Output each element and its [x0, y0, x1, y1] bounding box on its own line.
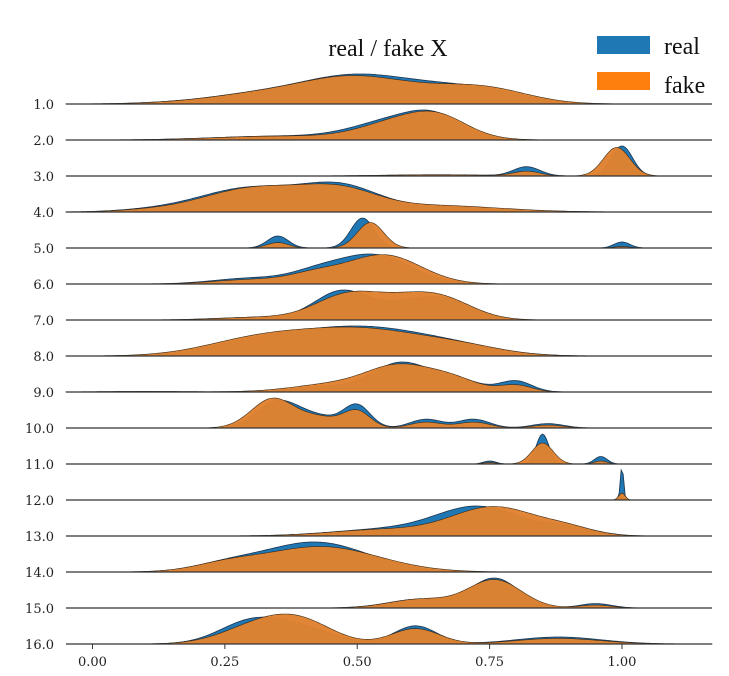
ridge-row — [66, 289, 712, 321]
series-fake-area — [66, 397, 712, 429]
ridge-row — [66, 433, 712, 465]
series-fake-area — [66, 506, 712, 537]
series-real-area — [66, 433, 712, 465]
ridge-rows — [65, 73, 713, 645]
ridge-row — [66, 613, 713, 645]
series-fake-area — [65, 326, 712, 357]
ridge-row — [66, 505, 712, 537]
series-fake-area — [66, 613, 713, 645]
series-fake-area — [66, 442, 712, 465]
ridge-row — [66, 145, 712, 177]
row-label: 5.0 — [33, 242, 54, 257]
series-fake-area — [65, 110, 712, 141]
series-fake-area — [66, 579, 712, 609]
legend-label-fake: fake — [664, 73, 705, 99]
row-label: 9.0 — [33, 386, 54, 401]
series-fake-area — [66, 290, 712, 321]
x-tick-label: 0.75 — [475, 655, 504, 670]
ridge-row — [66, 217, 712, 249]
row-label: 13.0 — [25, 530, 54, 545]
series-fake-area — [66, 147, 712, 177]
row-label: 8.0 — [33, 350, 54, 365]
chart-title: real / fake X — [328, 36, 447, 62]
x-tick-label: 0.25 — [210, 655, 239, 670]
row-label: 6.0 — [33, 278, 54, 293]
x-axis: 0.00 0.25 0.50 0.75 1.00 — [78, 644, 636, 670]
series-fake-area — [66, 546, 712, 573]
ridge-row — [65, 361, 712, 393]
x-tick-label: 0.50 — [343, 655, 372, 670]
row-label: 12.0 — [25, 494, 54, 509]
series-real-area — [66, 468, 712, 501]
ridge-row — [65, 73, 712, 105]
x-tick-label: 1.00 — [608, 655, 637, 670]
row-labels: 1.0 2.0 3.0 4.0 5.0 6.0 7.0 8.0 9.0 10.0 11.0 12.0 1… — [25, 98, 54, 653]
row-label: 1.0 — [33, 98, 54, 113]
legend: real fake — [597, 34, 705, 99]
ridge-row — [66, 541, 712, 573]
row-label: 14.0 — [25, 566, 54, 581]
series-fake-area — [66, 493, 712, 501]
series-fake-area — [66, 254, 712, 285]
ridge-row — [65, 325, 712, 357]
legend-swatch-fake — [597, 72, 650, 90]
row-label: 16.0 — [25, 638, 54, 653]
row-label: 10.0 — [25, 422, 54, 437]
ridge-row — [65, 109, 712, 141]
row-label: 3.0 — [33, 170, 54, 185]
series-fake-area — [65, 363, 712, 393]
row-label: 4.0 — [33, 206, 54, 221]
ridge-row — [66, 397, 712, 429]
row-label: 15.0 — [25, 602, 54, 617]
series-real-area — [66, 399, 712, 429]
ridge-row — [65, 181, 712, 213]
ridge-row — [66, 577, 712, 609]
legend-swatch-real — [597, 36, 650, 54]
ridge-row — [66, 253, 712, 285]
row-label: 2.0 — [33, 134, 54, 149]
legend-label-real: real — [664, 34, 700, 60]
row-label: 11.0 — [25, 458, 54, 473]
x-tick-label: 0.00 — [78, 655, 107, 670]
row-label: 7.0 — [33, 314, 54, 329]
ridge-row — [66, 468, 712, 501]
